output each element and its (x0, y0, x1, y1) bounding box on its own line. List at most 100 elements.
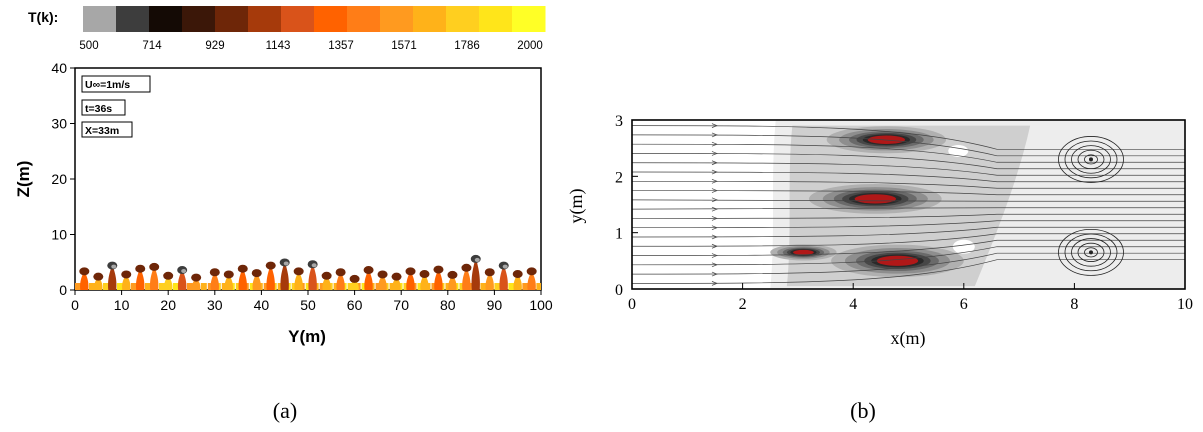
x-tick-label-a: 10 (114, 297, 130, 313)
colorbar-swatches (83, 6, 546, 32)
streamline (632, 143, 1185, 163)
streamline-arrow (711, 262, 718, 268)
streamline (632, 162, 1185, 176)
colorbar-ticks: 500 714 929 1143 1357 1571 1786 2000 (79, 40, 542, 52)
y-tick-label-a: 0 (59, 282, 67, 298)
plume-cap (512, 270, 523, 279)
plume-stem (191, 278, 201, 290)
plume-cap (79, 267, 90, 276)
plume-cap (335, 268, 346, 277)
vortex-ring (1058, 136, 1124, 183)
plume-stem (136, 270, 145, 290)
vortex-ring (1084, 247, 1098, 258)
streamline-arrow (711, 197, 718, 203)
ground-flame (536, 283, 541, 290)
plume-cap (209, 268, 220, 277)
annotation-position: X=33m (85, 125, 119, 137)
plume-cap (484, 268, 495, 277)
plume-stem (406, 272, 415, 290)
y-tick-label-a: 20 (51, 171, 67, 187)
colorbar-swatch (347, 6, 381, 32)
x-tick-label-b: 4 (849, 296, 857, 313)
streamline-arrow (711, 216, 718, 221)
colorbar-swatch (380, 6, 414, 32)
vortex-center (1088, 157, 1093, 162)
streamline-arrow (711, 206, 718, 212)
x-tick-label-b: 0 (628, 296, 636, 313)
streamline-arrow (711, 141, 718, 147)
plume-stem (308, 265, 317, 290)
caption-a: (a) (273, 398, 297, 423)
plume-cap (163, 271, 174, 280)
vortex-ring (1084, 154, 1098, 165)
vortex-ring (1058, 228, 1124, 276)
streamline-arrow (711, 123, 718, 128)
vortex-ring (1077, 242, 1105, 262)
plume-cap (526, 267, 537, 276)
panel-b: 0 2 4 6 8 10 0 1 2 3 x(m) y(m) (566, 113, 1193, 349)
streamline-arrow (711, 234, 718, 240)
plume-cap (349, 274, 360, 283)
colorbar-swatch (83, 6, 117, 32)
y-tick-label-b: 0 (615, 282, 623, 299)
x-tick-label-a: 100 (529, 297, 553, 313)
colorbar-swatch (446, 6, 480, 32)
plume-stem (266, 267, 275, 290)
wake-pocket (948, 144, 969, 157)
plume-stem (280, 264, 289, 290)
streamline-arrow (711, 188, 718, 193)
plume-stem (392, 277, 401, 290)
plot-a-frame (74, 67, 542, 291)
plume-cap (223, 270, 234, 279)
colorbar-tick-label: 929 (205, 40, 224, 52)
plume-cap-smoke (474, 257, 480, 262)
plume-cap (321, 271, 332, 280)
plot-b-frame (631, 119, 1186, 290)
plume-stem (420, 275, 429, 290)
plume-stem (462, 269, 471, 290)
ground-flame (494, 283, 501, 290)
streamline (632, 153, 1185, 170)
streamline (632, 259, 1185, 284)
y-axis-label-a: Z(m) (14, 161, 33, 198)
plume-cap (149, 262, 160, 271)
colorbar-tick-label: 500 (79, 40, 98, 52)
streamline (632, 180, 1185, 189)
plume-cap (191, 273, 202, 282)
caption-b: (b) (850, 398, 876, 423)
colorbar-swatch (149, 6, 183, 32)
colorbar-swatch (479, 6, 513, 32)
plume-cap (391, 272, 402, 281)
ground-flame (88, 283, 95, 290)
plume-stem (224, 275, 233, 290)
plume-cap (447, 270, 458, 279)
colorbar-swatch (182, 6, 216, 32)
panel-a: T(k): 500 714 929 1143 1357 1571 1786 2000 U∞=1… (14, 6, 553, 346)
plume-stem (434, 270, 443, 290)
ground-flame (200, 283, 207, 290)
colorbar-swatch (512, 6, 546, 32)
plume-stem (364, 271, 373, 290)
streamline-arrow (711, 160, 718, 166)
streamline (632, 252, 1185, 275)
plume-cap-smoke (283, 261, 289, 266)
streamline-arrow (711, 281, 718, 286)
x-tick-label-a: 0 (71, 297, 79, 313)
ground-flame (102, 283, 109, 290)
x-tick-label-a: 90 (487, 297, 503, 313)
y-tick-label-b: 3 (615, 113, 623, 130)
vortex-ring (1071, 145, 1111, 174)
plume-cap (265, 261, 276, 270)
hot-core (793, 249, 814, 255)
plume-cap-smoke (311, 263, 317, 268)
ground-flame (144, 283, 151, 290)
vortex-center (1088, 250, 1093, 255)
plume-stem (378, 275, 387, 290)
axes-a: 0 10 20 30 40 50 60 70 80 90 100 0 10 20 30 40 (51, 60, 552, 313)
colorbar-tick-label: 1786 (454, 40, 480, 52)
streamline (632, 226, 1185, 238)
annotation-box (81, 75, 151, 93)
plume-cap (363, 266, 374, 275)
annotation-box (81, 99, 126, 116)
plume-stem (94, 277, 103, 290)
